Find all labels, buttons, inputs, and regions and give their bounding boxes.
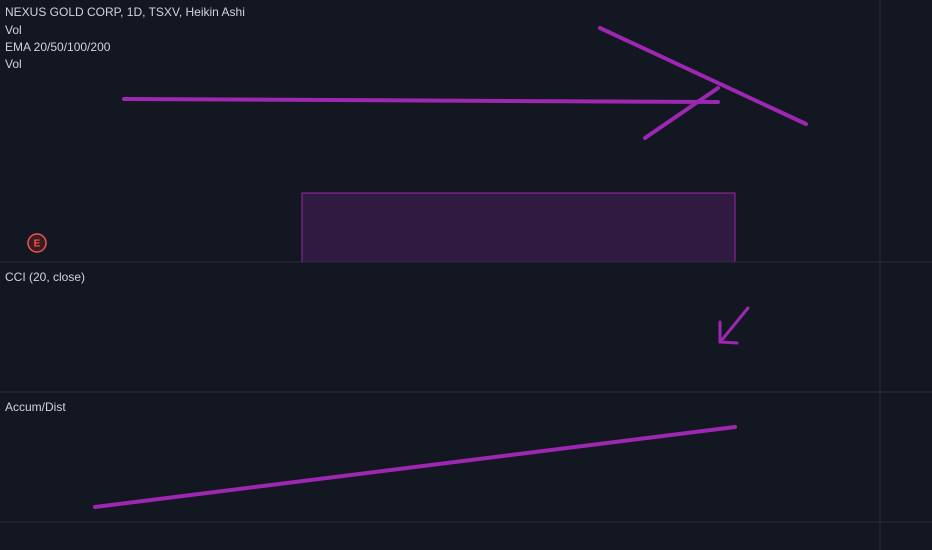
support-line <box>122 97 720 104</box>
triangle-lower-line <box>643 86 720 140</box>
legend-label: EMA 20/50/100/200 <box>5 40 111 54</box>
panel-title: CCI (20, close) <box>5 270 85 284</box>
panel-title: Accum/Dist <box>5 400 66 414</box>
cci-arrow-head <box>718 320 739 345</box>
chart-title: NEXUS GOLD CORP, 1D, TSXV, Heikin Ashi <box>5 5 245 19</box>
legend-label: Vol <box>5 57 22 71</box>
legend-label: Vol <box>5 23 22 37</box>
ad-trend-line <box>93 425 737 509</box>
volume-profile-box <box>301 192 736 263</box>
triangle-upper-line <box>598 26 808 126</box>
earnings-marker[interactable] <box>27 233 47 253</box>
earnings-marker-label: E <box>34 239 41 250</box>
cci-arrow-shaft <box>719 306 750 343</box>
